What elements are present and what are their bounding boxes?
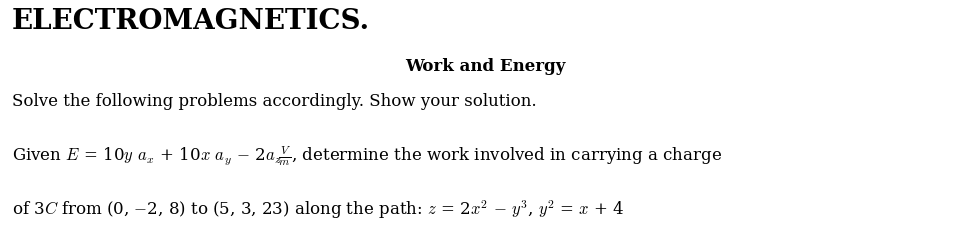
Text: Work and Energy: Work and Energy — [404, 58, 565, 75]
Text: Given $\mathbf{\mathit{E}}$ = 10$y$ $\mathbf{\mathit{a}}_x$ + 10$x$ $\mathbf{\ma: Given $\mathbf{\mathit{E}}$ = 10$y$ $\ma… — [12, 145, 721, 168]
Text: ELECTROMAGNETICS.: ELECTROMAGNETICS. — [12, 8, 370, 35]
Text: of 3$C$ from (0, $-$2, 8) to (5, 3, 23) along the path: $z$ = 2$x^2$ $-$ $y^3$, : of 3$C$ from (0, $-$2, 8) to (5, 3, 23) … — [12, 198, 624, 221]
Text: Solve the following problems accordingly. Show your solution.: Solve the following problems accordingly… — [12, 93, 536, 110]
